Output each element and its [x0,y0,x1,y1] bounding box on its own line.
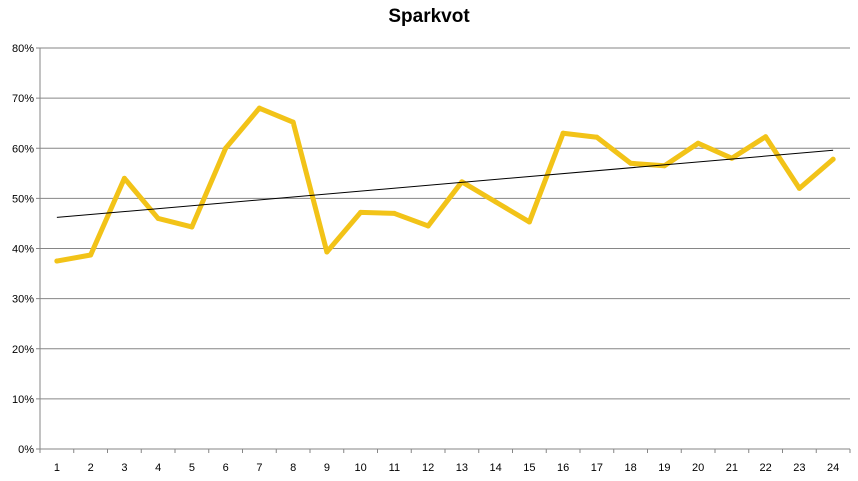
trendline [56,149,834,218]
x-tick-label: 8 [290,462,296,474]
data-point [493,199,499,205]
x-tick-label: 17 [591,462,603,474]
y-tick-label: 20% [12,344,34,356]
x-tick-label: 16 [557,462,569,474]
data-point [54,258,60,264]
y-tick-label: 80% [12,43,34,55]
data-point [121,175,127,181]
x-tick-label: 11 [389,462,400,474]
data-point [189,224,195,230]
data-point [425,223,431,229]
data-point [830,156,836,162]
x-tick-label: 20 [692,462,704,474]
x-tick-label: 23 [793,462,805,474]
x-tick-label: 22 [760,462,772,474]
data-point [695,140,701,146]
x-tick-label: 21 [726,462,738,474]
data-point [661,163,667,169]
data-point [155,215,161,221]
x-tick-label: 7 [256,462,262,474]
x-tick-label: 18 [625,462,637,474]
data-point [526,219,532,225]
x-tick-label: 5 [189,462,195,474]
y-tick-label: 0% [18,444,34,456]
x-tick-label: 4 [155,462,161,474]
chart-title: Sparkvot [388,6,470,27]
series-line [54,105,836,264]
data-point [391,210,397,216]
x-tick-label: 24 [827,462,839,474]
x-tick-label: 3 [121,462,127,474]
data-point [628,160,634,166]
data-point [324,249,330,255]
x-tick-label: 13 [456,462,468,474]
y-tick-label: 10% [12,394,34,406]
x-tick-label: 19 [658,462,670,474]
x-tick-label: 1 [54,462,60,474]
data-point [729,155,735,161]
y-tick-label: 60% [12,143,34,155]
data-point [358,209,364,215]
x-tick-label: 9 [324,462,330,474]
data-point [459,179,465,185]
x-tick-label: 14 [490,462,502,474]
x-tick-label: 6 [223,462,229,474]
y-tick-label: 30% [12,294,34,306]
data-point [560,130,566,136]
data-point [290,119,296,125]
x-tick-label: 15 [523,462,535,474]
x-tick-label: 2 [88,462,94,474]
data-point [796,185,802,191]
y-tick-label: 70% [12,93,34,105]
data-point [223,145,229,151]
y-tick-label: 40% [12,244,34,256]
data-point [763,134,769,140]
data-point [256,105,262,111]
y-tick-label: 50% [12,193,34,205]
data-point [594,134,600,140]
x-tick-label: 10 [355,462,367,474]
data-point [88,252,94,258]
x-tick-label: 12 [422,462,434,474]
